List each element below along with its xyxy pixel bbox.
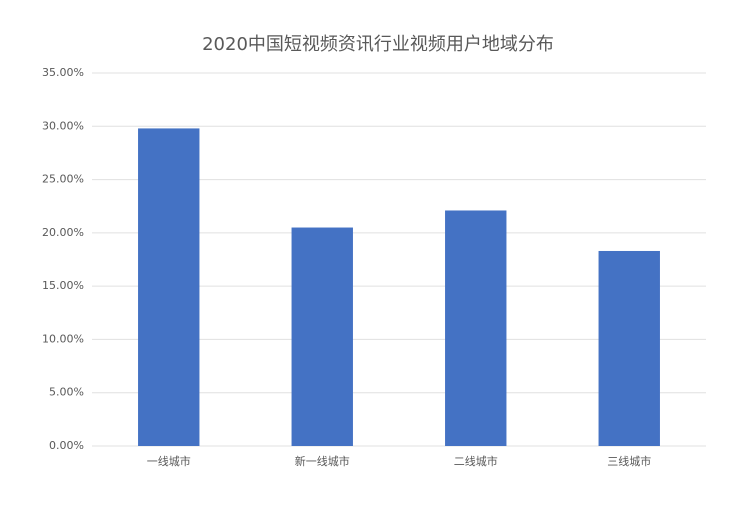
bar xyxy=(598,250,660,446)
x-tick-label: 三线城市 xyxy=(607,454,651,468)
y-tick-label: 15.00% xyxy=(42,279,84,292)
y-tick-label: 20.00% xyxy=(42,226,84,239)
bar xyxy=(138,128,200,446)
bar xyxy=(445,210,507,446)
y-tick-label: 5.00% xyxy=(49,386,84,399)
y-tick-label: 10.00% xyxy=(42,332,84,345)
x-tick-label: 二线城市 xyxy=(454,454,498,468)
x-tick-label: 新一线城市 xyxy=(295,454,350,468)
y-tick-label: 35.00% xyxy=(42,66,84,79)
y-tick-label: 25.00% xyxy=(42,173,84,186)
y-tick-label: 30.00% xyxy=(42,119,84,132)
y-tick-label: 0.00% xyxy=(49,439,84,452)
x-tick-label: 一线城市 xyxy=(147,454,191,468)
bar xyxy=(291,227,353,446)
chart-title: 2020中国短视频资讯行业视频用户地域分布 xyxy=(202,34,554,55)
